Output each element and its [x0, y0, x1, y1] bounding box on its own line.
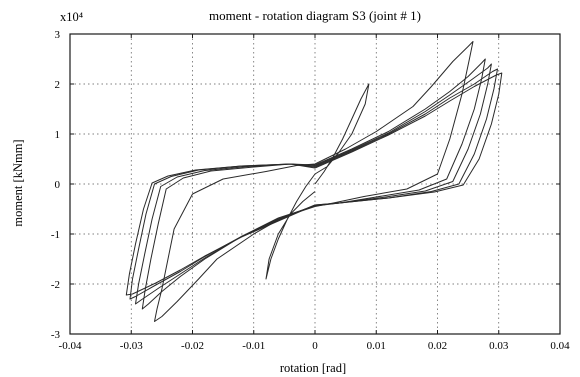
- hysteresis-loop-2: [154, 41, 474, 322]
- y-tick-label: -3: [51, 329, 61, 341]
- x-tick-label: 0: [312, 340, 318, 352]
- y-axis-label: moment [kNmm]: [11, 139, 25, 226]
- x-tick-label: 0.04: [550, 340, 570, 352]
- y-tick-label: 3: [55, 29, 61, 41]
- x-tick-label: -0.02: [181, 340, 204, 352]
- plot-frame: [69, 33, 561, 335]
- x-tick-label: -0.04: [59, 340, 82, 352]
- x-tick-label: 0.02: [428, 340, 447, 352]
- y-tick-label: -1: [51, 229, 60, 241]
- x-axis-label: rotation [rad]: [280, 361, 346, 375]
- x-tick-label: -0.01: [242, 340, 265, 352]
- y-tick-label: 1: [55, 129, 61, 141]
- hysteresis-loop-1: [265, 83, 370, 280]
- chart-title: moment - rotation diagram S3 (joint # 1): [209, 8, 421, 23]
- x-tick-label: -0.03: [120, 340, 143, 352]
- y-axis-multiplier: x10⁴: [60, 10, 83, 24]
- y-tick-label: 2: [55, 79, 61, 91]
- axis-ticks: -0.04 -0.03 -0.02 -0.01 0 0.01 0.02 0.03 0.04 -3 -…: [51, 29, 570, 352]
- hysteresis-loop-6: [125, 72, 503, 296]
- y-tick-label: 0: [55, 179, 61, 191]
- y-tick-label: -2: [51, 279, 60, 291]
- x-tick-label: 0.01: [367, 340, 386, 352]
- hysteresis-curves: [125, 41, 503, 322]
- x-tick-label: 0.03: [489, 340, 509, 352]
